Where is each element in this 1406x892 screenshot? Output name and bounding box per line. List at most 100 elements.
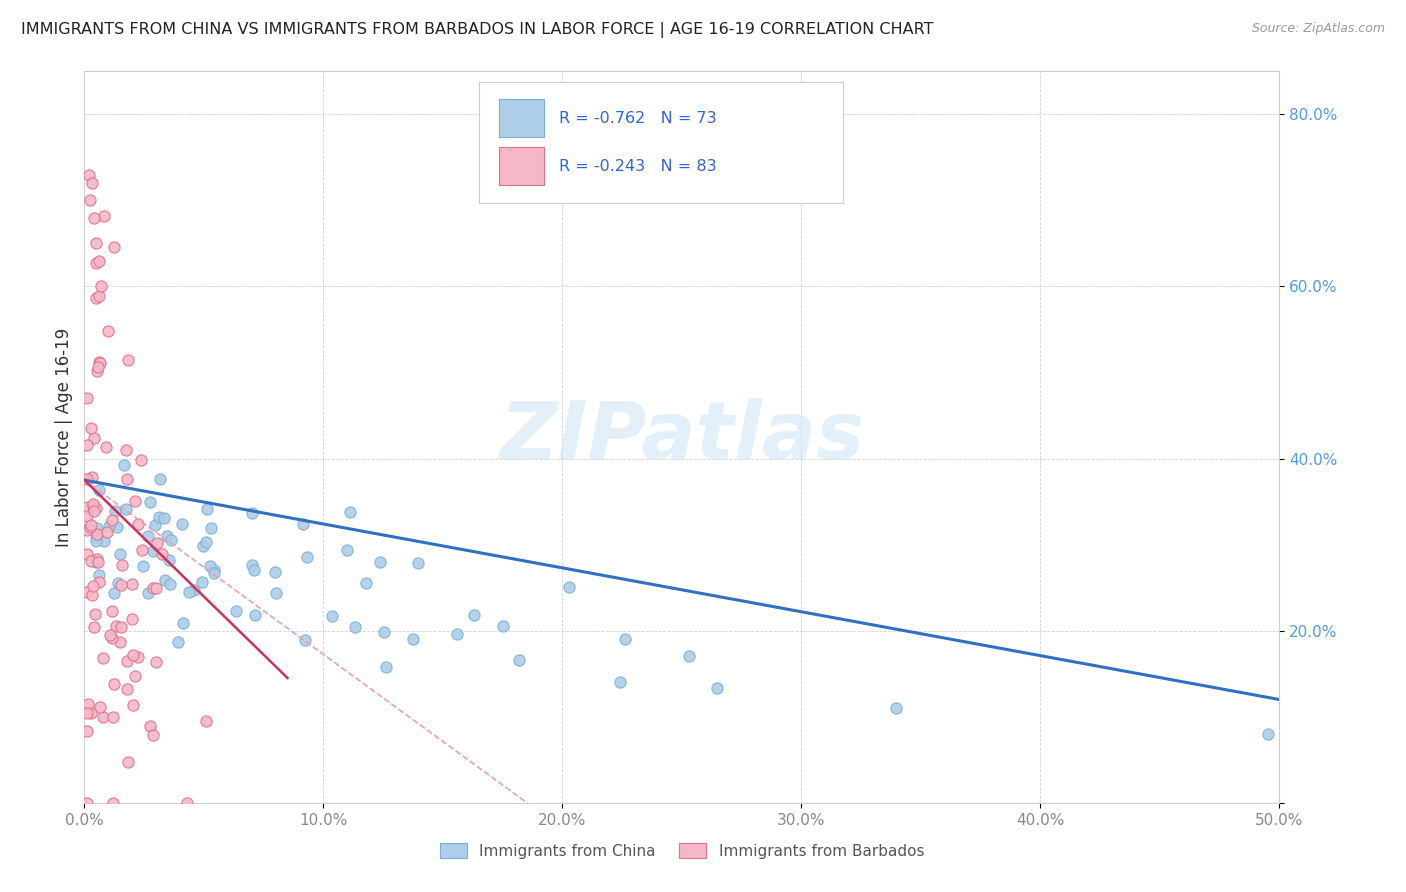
- Bar: [499, 99, 544, 137]
- Point: [127, 649, 149, 664]
- Point: [243, 607, 266, 622]
- Point: [86, 530, 108, 544]
- Point: [86, 236, 108, 251]
- Text: R = -0.243   N = 83: R = -0.243 N = 83: [558, 159, 717, 174]
- Point: [87, 253, 110, 268]
- Text: R = -0.762   N = 73: R = -0.762 N = 73: [558, 112, 717, 127]
- Point: [103, 677, 125, 691]
- Point: [678, 649, 700, 664]
- Point: [157, 553, 180, 567]
- Point: [110, 578, 132, 592]
- Point: [90, 279, 112, 293]
- Point: [373, 624, 395, 639]
- Point: [191, 574, 214, 589]
- Point: [172, 615, 194, 630]
- Point: [200, 521, 222, 535]
- Point: [110, 620, 132, 634]
- Point: [508, 653, 530, 667]
- Point: [87, 483, 110, 497]
- Legend: Immigrants from China, Immigrants from Barbados: Immigrants from China, Immigrants from B…: [433, 837, 931, 864]
- Point: [142, 544, 165, 558]
- Point: [105, 520, 128, 534]
- Point: [115, 443, 138, 458]
- Point: [368, 555, 391, 569]
- Point: [264, 565, 287, 579]
- Point: [117, 755, 139, 769]
- Point: [706, 681, 728, 696]
- Point: [83, 211, 105, 225]
- Point: [170, 517, 193, 532]
- Point: [83, 607, 105, 622]
- Point: [614, 632, 637, 646]
- Point: [87, 355, 110, 369]
- Point: [82, 470, 104, 484]
- Point: [139, 719, 162, 733]
- Point: [138, 586, 160, 600]
- Point: [76, 438, 98, 452]
- Point: [402, 632, 425, 647]
- Point: [76, 523, 98, 537]
- Point: [87, 555, 110, 569]
- Point: [80, 554, 103, 568]
- Point: [80, 176, 103, 190]
- Point: [115, 502, 138, 516]
- Point: [202, 563, 225, 577]
- Point: [160, 533, 183, 547]
- Point: [97, 518, 120, 533]
- Point: [127, 516, 149, 531]
- Point: [94, 440, 117, 454]
- Point: [176, 796, 198, 810]
- Point: [557, 580, 579, 594]
- Point: [112, 458, 135, 473]
- Point: [86, 555, 108, 569]
- Point: [100, 604, 122, 618]
- Point: [138, 495, 160, 509]
- Point: [149, 472, 172, 486]
- Point: [115, 654, 138, 668]
- Point: [136, 529, 159, 543]
- Point: [89, 568, 111, 582]
- Point: [86, 256, 108, 270]
- Text: IMMIGRANTS FROM CHINA VS IMMIGRANTS FROM BARBADOS IN LABOR FORCE | AGE 16-19 COR: IMMIGRANTS FROM CHINA VS IMMIGRANTS FROM…: [21, 22, 934, 38]
- Point: [146, 536, 169, 550]
- Point: [200, 559, 222, 574]
- Point: [191, 539, 214, 553]
- Point: [132, 559, 155, 574]
- Point: [117, 681, 139, 696]
- Point: [294, 632, 316, 647]
- Point: [76, 697, 98, 711]
- Point: [77, 168, 100, 182]
- Point: [86, 533, 108, 548]
- Point: [76, 500, 98, 515]
- Point: [82, 579, 104, 593]
- Point: [100, 631, 122, 645]
- FancyBboxPatch shape: [479, 82, 844, 203]
- Point: [76, 796, 98, 810]
- Point: [107, 576, 129, 591]
- Point: [153, 573, 176, 587]
- Point: [76, 547, 98, 561]
- Point: [159, 577, 181, 591]
- Point: [76, 585, 98, 599]
- Point: [292, 516, 315, 531]
- Point: [84, 501, 107, 516]
- Point: [240, 506, 263, 520]
- Point: [240, 558, 263, 572]
- Point: [96, 525, 118, 540]
- Point: [82, 588, 104, 602]
- Point: [145, 581, 167, 595]
- Point: [104, 504, 127, 518]
- Point: [76, 472, 98, 486]
- Point: [243, 563, 266, 577]
- Point: [80, 706, 103, 720]
- Point: [101, 513, 124, 527]
- Point: [79, 518, 101, 533]
- Point: [79, 194, 101, 208]
- Point: [93, 209, 115, 223]
- Point: [91, 710, 114, 724]
- Point: [115, 472, 138, 486]
- Point: [105, 619, 128, 633]
- Point: [82, 497, 104, 511]
- Point: [225, 604, 247, 618]
- Point: [143, 517, 166, 532]
